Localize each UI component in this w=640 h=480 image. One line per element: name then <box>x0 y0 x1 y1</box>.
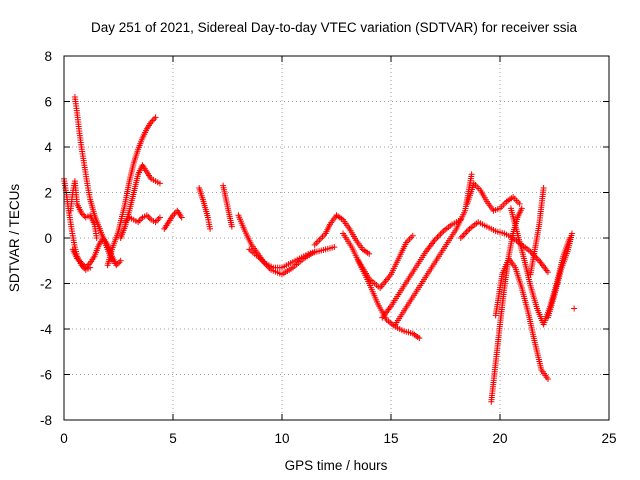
data-point <box>437 231 444 238</box>
data-point <box>534 256 541 263</box>
series-arc-17 <box>355 232 416 292</box>
y-tick-label: 2 <box>44 186 52 201</box>
grid <box>64 56 609 420</box>
series-arc-13 <box>311 212 373 257</box>
data-point <box>571 305 578 312</box>
series-arc-4 <box>69 235 124 271</box>
data-point <box>544 376 551 383</box>
data-point <box>518 205 525 212</box>
data-point <box>156 180 163 187</box>
series-arc-15 <box>379 216 464 321</box>
axis-ticks: 0 5 10 15 20 25 -8 -6 -4 -2 0 2 4 6 8 <box>40 49 617 446</box>
data-point <box>156 214 163 221</box>
data-point <box>434 234 441 241</box>
series-arc-3 <box>67 178 100 241</box>
data-point <box>93 235 100 241</box>
series-arc-24 <box>544 230 575 321</box>
y-tick-label: -2 <box>40 277 52 292</box>
series-arc-5 <box>104 114 159 269</box>
x-tick-label: 15 <box>383 431 398 446</box>
series-arc-9 <box>196 184 214 232</box>
x-tick-label: 10 <box>274 431 289 446</box>
data-point <box>151 115 158 122</box>
data-point <box>465 227 472 234</box>
series-arc-8 <box>161 207 185 232</box>
data-point <box>178 214 185 221</box>
data-point <box>459 233 466 240</box>
data-point <box>457 235 464 241</box>
data-point <box>145 213 152 220</box>
data-point <box>462 230 469 237</box>
x-axis-label: GPS time / hours <box>285 458 388 473</box>
series-arc-22 <box>507 205 573 328</box>
data-point <box>438 229 445 236</box>
series-arc-23 <box>527 184 547 278</box>
x-tick-label: 5 <box>169 431 177 446</box>
data-point <box>544 269 551 276</box>
data-point <box>540 184 547 191</box>
y-tick-label: -8 <box>40 413 52 428</box>
series-arc-12 <box>246 246 318 278</box>
data-point <box>463 228 470 235</box>
data-points <box>61 93 578 405</box>
data-point <box>117 257 124 264</box>
data-point <box>152 114 159 121</box>
data-point <box>460 231 467 238</box>
y-tick-label: 4 <box>44 140 52 155</box>
chart-title: Day 251 of 2021, Sidereal Day-to-day VTE… <box>91 20 577 35</box>
y-tick-label: -4 <box>40 322 52 337</box>
y-tick-label: 6 <box>44 95 52 110</box>
data-point <box>516 200 523 207</box>
series-arc-21 <box>492 255 551 383</box>
x-tick-label: 25 <box>601 431 616 446</box>
data-point <box>331 244 338 251</box>
y-tick-label: 8 <box>44 49 52 64</box>
x-tick-label: 20 <box>492 431 507 446</box>
series-arc-10 <box>220 182 235 230</box>
data-point <box>416 335 423 342</box>
series-arc-25 <box>571 305 578 312</box>
series-arc-18 <box>464 180 523 214</box>
data-point <box>568 230 575 237</box>
data-point <box>136 217 143 224</box>
data-point <box>468 171 475 178</box>
x-tick-label: 0 <box>60 431 68 446</box>
series-arc-7 <box>122 212 163 226</box>
data-point <box>154 217 161 224</box>
data-point <box>409 232 416 239</box>
y-axis-label: SDTVAR / TECUs <box>7 184 22 293</box>
data-point <box>228 223 235 230</box>
y-tick-label: 0 <box>44 231 52 246</box>
series-arc-6 <box>117 162 163 241</box>
series-arc-14 <box>340 230 423 342</box>
data-point <box>311 248 318 255</box>
data-point <box>207 225 214 232</box>
y-tick-label: -6 <box>40 368 52 383</box>
data-point <box>116 259 123 266</box>
data-point <box>433 235 440 242</box>
data-point <box>366 250 373 257</box>
series-arc-11 <box>235 212 338 271</box>
